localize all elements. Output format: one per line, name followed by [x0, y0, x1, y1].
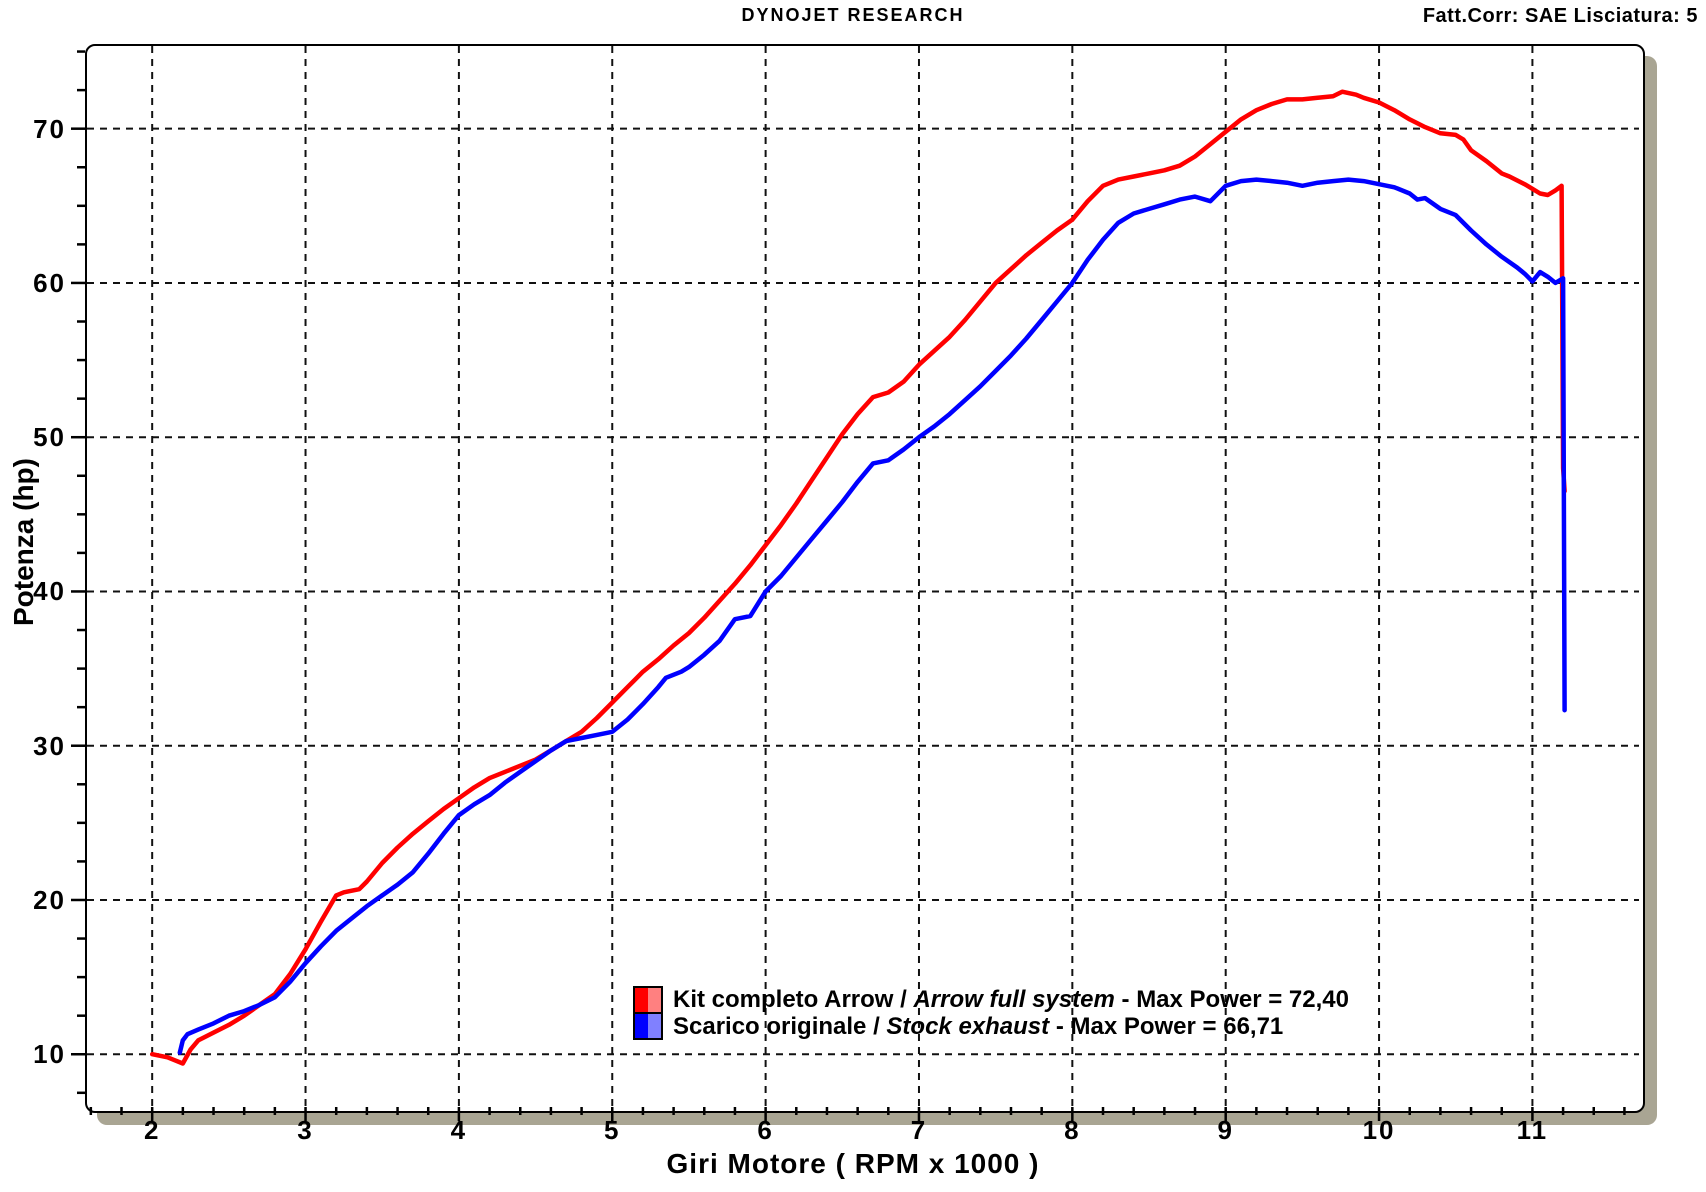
y-tick-label-30: 30 [33, 730, 66, 761]
legend-arrow-max-power: - Max Power = 72,40 [1114, 986, 1349, 1013]
x-axis-title: Giri Motore ( RPM x 1000 ) [666, 1148, 1040, 1179]
legend-arrow-name-en: Arrow full system [913, 986, 1115, 1013]
y-tick-label-10: 10 [33, 1039, 66, 1070]
arrow-kit-power-curve [149, 89, 1567, 1066]
x-tick-label-7: 7 [910, 1115, 928, 1145]
page-title: DYNOJET RESEARCH [741, 5, 965, 25]
y-tick-label-40: 40 [33, 576, 66, 607]
x-tick-label-5: 5 [604, 1115, 621, 1145]
x-tick-label-3: 3 [297, 1115, 314, 1145]
x-tick-label-6: 6 [757, 1115, 774, 1145]
x-tick-label-9: 9 [1217, 1115, 1234, 1145]
legend-arrow-name-it: Kit completo Arrow [673, 986, 894, 1013]
y-tick-label-70: 70 [33, 113, 66, 144]
legend-row-arrow-kit: Kit completo Arrow / Arrow full system -… [673, 986, 1349, 1013]
y-tick-label-20: 20 [33, 884, 66, 915]
correction-factor-label: Fatt.Corr: SAE Lisciatura: 5 [1422, 5, 1698, 27]
gridlines [87, 46, 1639, 1107]
stock-power-curve [177, 177, 1567, 1055]
plot-area [85, 44, 1645, 1113]
x-tick-label-10: 10 [1362, 1115, 1396, 1145]
legend-separator: / [893, 986, 914, 1013]
legend-swatch-stock [633, 1012, 663, 1040]
legend-row-stock: Scarico originale / Stock exhaust - Max … [673, 1013, 1349, 1040]
plot-canvas [87, 46, 1639, 1107]
legend-stock-name-it: Scarico originale [673, 1013, 867, 1040]
x-tick-label-4: 4 [450, 1115, 468, 1145]
legend: Kit completo Arrow / Arrow full system -… [633, 986, 1349, 1040]
legend-stock-name-en: Stock exhaust [886, 1013, 1050, 1040]
x-tick-label-2: 2 [143, 1115, 161, 1145]
x-tick-label-8: 8 [1064, 1115, 1081, 1145]
legend-stock-max-power: - Max Power = 66,71 [1049, 1013, 1284, 1040]
legend-separator: / [866, 1013, 887, 1040]
legend-texts: Kit completo Arrow / Arrow full system -… [673, 986, 1349, 1040]
y-tick-label-60: 60 [33, 267, 66, 298]
x-tick-label-11: 11 [1516, 1115, 1549, 1145]
legend-swatch-arrow-kit [633, 986, 663, 1014]
y-tick-label-50: 50 [33, 422, 66, 453]
legend-swatches [633, 986, 663, 1040]
